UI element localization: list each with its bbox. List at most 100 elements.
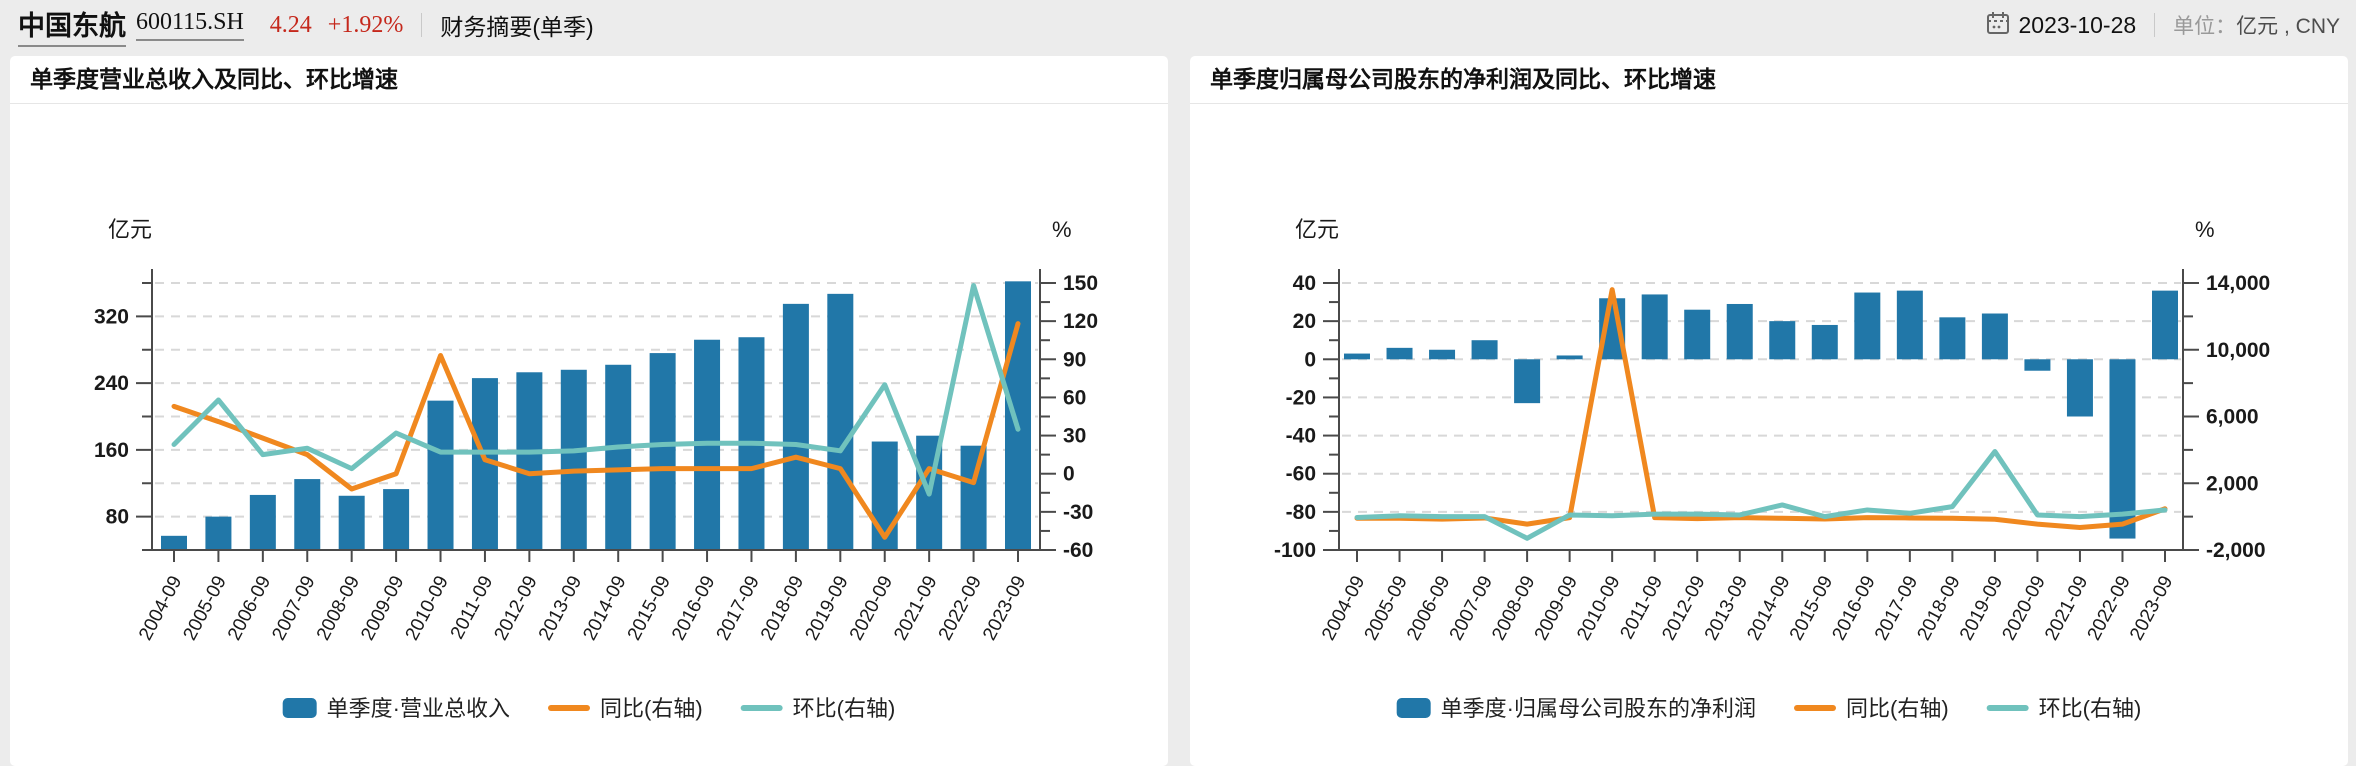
left-axis-tick-label: -100 [1274,539,1316,562]
x-axis-label: 2019-09 [801,572,852,643]
x-axis-label: 2007-09 [268,572,319,643]
line-series-1 [1354,449,2168,541]
bar-series [161,281,1031,550]
bar[interactable] [1641,294,1668,360]
stock-name[interactable]: 中国东航 [18,4,126,47]
bar[interactable] [1556,355,1583,360]
calendar-icon[interactable] [1985,10,2011,41]
bar[interactable] [2152,290,2178,360]
x-axis-label: 2008-09 [313,572,364,643]
bar[interactable] [1896,290,1923,360]
bar[interactable] [1471,340,1498,360]
left-axis-tick-label: 320 [94,305,129,328]
x-axis-label: 2022-09 [935,572,986,643]
panel-title-net-profit: 单季度归属母公司股东的净利润及同比、环比增速 [1190,56,2348,104]
legend-label: 环比(右轴) [2039,696,2142,721]
right-axis-tick-label: 90 [1063,348,1086,371]
bar[interactable] [960,445,987,550]
bar[interactable] [1514,359,1541,404]
top-bar: 中国东航 600115.SH 4.24 +1.92% 财务摘要(单季) 2023… [0,0,2356,50]
stock-price: 4.24 [269,11,312,38]
right-axis-tick-label: 14,000 [2206,272,2270,295]
bar[interactable] [827,293,854,550]
left-axis-tick-label: -80 [1286,501,1316,524]
bar[interactable] [516,372,543,550]
left-axis-tick-label: 80 [106,506,129,529]
bar[interactable] [1344,353,1370,360]
gridlines [155,282,1038,518]
left-axis-tick-label: 240 [94,372,129,395]
bar[interactable] [560,369,587,550]
bar[interactable] [1769,321,1796,360]
right-axis-title: % [2195,217,2215,242]
bar[interactable] [1939,317,1966,360]
panel-title-revenue: 单季度营业总收入及同比、环比增速 [10,56,1168,104]
bar[interactable] [2109,359,2136,539]
right-axis-tick-label: 10,000 [2206,339,2270,362]
bar[interactable] [1429,349,1456,360]
unit-value: 亿元 , CNY [2236,15,2340,38]
bar[interactable] [1854,292,1881,360]
right-axis-tick-label: -30 [1063,501,1093,524]
bar-series [1344,290,2178,539]
gridlines [1342,282,2181,513]
bar[interactable] [294,479,321,550]
x-axis-label: 2016-09 [668,572,719,643]
bar[interactable] [205,516,232,550]
legend-bar-swatch [282,698,317,718]
bar[interactable] [2024,359,2051,371]
right-axis-tick-label: 150 [1063,272,1098,295]
net-profit-panel: 单季度归属母公司股东的净利润及同比、环比增速 -100 -80 -60 -40 -20 0… [1190,56,2348,766]
bar[interactable] [338,495,365,550]
left-axis-tick-label: -60 [1286,463,1316,486]
section-label: 财务摘要(单季) [440,14,594,40]
line-series-0 [1354,287,2168,530]
legend-item[interactable]: 同比(右轴) [1794,696,1949,721]
bar[interactable] [383,489,410,550]
right-axis-tick-label: -2,000 [2206,539,2266,562]
left-axis-title: 亿元 [1295,217,1339,242]
right-axis-tick-label: 60 [1063,386,1086,409]
legend-line-swatch [1986,705,2029,711]
bar[interactable] [1726,303,1753,360]
x-axis-label: 2013-09 [535,572,586,643]
legend-item[interactable]: 单季度·归属母公司股东的净利润 [1396,696,1756,721]
revenue-panel: 单季度营业总收入及同比、环比增速 80 160 240 320 -60 -30 0 30 60 9… [10,56,1168,766]
legend-label: 环比(右轴) [793,696,896,721]
unit-label: 单位： [2173,15,2237,38]
right-axis-tick-label: 0 [1063,463,1075,486]
bar[interactable] [2066,359,2093,417]
bar[interactable] [871,441,898,550]
right-axis-tick-label: -60 [1063,539,1093,562]
bar[interactable] [427,400,454,550]
left-axis-tick-label: -20 [1286,386,1316,409]
divider [2154,13,2156,37]
bar[interactable] [1981,313,2008,360]
bar[interactable] [161,535,187,550]
left-axis-tick-label: -40 [1286,425,1316,448]
bar[interactable] [249,494,276,550]
x-axis-label: 2009-09 [357,572,408,643]
bar[interactable] [649,353,676,550]
x-axis-label: 2021-09 [890,572,941,643]
legend-item[interactable]: 环比(右轴) [740,696,896,721]
left-axis-title: 亿元 [108,217,152,242]
legend-label: 单季度·营业总收入 [327,696,510,721]
legend: 单季度·营业总收入 同比(右轴) 环比(右轴) [282,696,896,721]
bar[interactable] [605,364,632,550]
bar[interactable] [1684,309,1711,360]
x-axis-label: 2017-09 [713,572,764,643]
net-profit-chart-canvas[interactable]: -100 -80 -60 -40 -20 0 20 40 -2,000 2,000 6,000 10,… [1190,104,2348,766]
legend-item[interactable]: 环比(右轴) [1986,696,2142,721]
bar[interactable] [1386,347,1413,360]
report-date[interactable]: 2023-10-28 [2018,11,2137,38]
stock-code[interactable]: 600115.SH [136,9,244,41]
bar[interactable] [1811,324,1838,360]
legend-item[interactable]: 单季度·营业总收入 [282,696,510,721]
x-axis-label: 2020-09 [846,572,897,643]
legend-line-swatch [740,705,783,711]
legend-item[interactable]: 同比(右轴) [548,696,703,721]
x-axis-label: 2010-09 [402,572,453,643]
revenue-chart-canvas[interactable]: 80160240320-60-3003060901201502004-09200… [10,104,1168,766]
bar[interactable] [782,303,809,550]
